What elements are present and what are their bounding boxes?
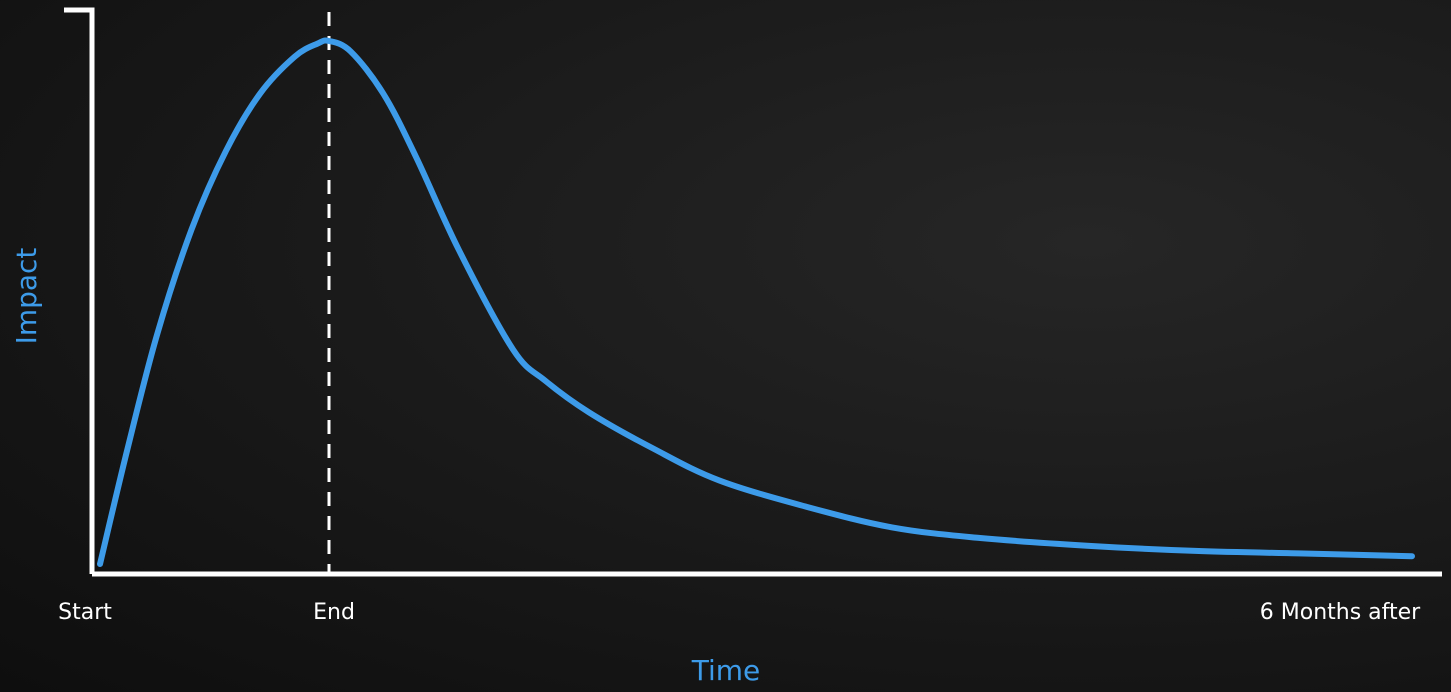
x-tick-labels: Start End 6 Months after [58,600,1421,625]
y-axis-title: Impact [10,248,43,345]
chart-axes [64,7,1442,577]
x-tick-label: Start [58,600,112,625]
x-tick-label: 6 Months after [1260,600,1421,625]
x-tick-label: End [313,600,355,625]
impact-series-line [97,37,1415,567]
y-axis-line [64,7,95,574]
x-axis-title: Time [691,654,761,687]
